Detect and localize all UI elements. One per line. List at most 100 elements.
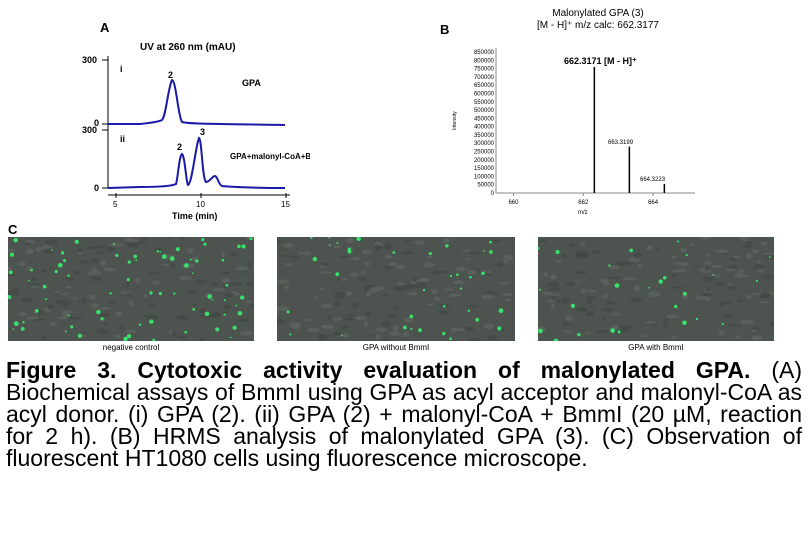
cell-texture — [135, 278, 141, 284]
ytick-label: 100000 — [474, 174, 495, 180]
ytick-label: 750000 — [474, 67, 495, 73]
cell-texture — [307, 327, 320, 333]
trace-i-label: GPA — [242, 78, 261, 88]
fluorescent-cell — [442, 304, 446, 308]
cell-texture — [212, 287, 225, 292]
cell-texture — [585, 311, 595, 317]
cell-texture — [98, 313, 111, 318]
fluorescent-cell — [428, 251, 432, 256]
cell-texture — [90, 302, 101, 308]
ytick-label: 400000 — [474, 125, 495, 131]
cell-texture — [125, 282, 130, 287]
fluorescent-cell — [335, 272, 340, 277]
panel-c-letter: C — [8, 222, 18, 237]
cell-texture — [606, 301, 616, 305]
trace-i-peak-label: 2 — [168, 70, 173, 80]
cell-texture — [547, 287, 562, 292]
fluorescent-cell — [241, 244, 246, 249]
ytick-label: 450000 — [474, 116, 495, 122]
cell-texture — [18, 312, 28, 317]
cell-texture — [402, 332, 410, 338]
fluorescent-cell — [27, 279, 30, 282]
fluorescent-cell — [169, 256, 175, 261]
cell-texture — [148, 271, 159, 275]
fluorescent-cell — [195, 259, 199, 263]
cell-texture — [738, 299, 744, 303]
fluorescent-cell — [57, 262, 63, 268]
fluorescent-cell — [249, 237, 253, 241]
fluorescent-cell — [232, 325, 237, 330]
cell-texture — [187, 248, 195, 254]
cell-texture — [225, 292, 235, 298]
fluorescent-cell — [577, 332, 581, 337]
cell-texture — [466, 269, 479, 275]
trace-ii-peak-2-label: 2 — [177, 142, 182, 152]
cell-texture — [717, 249, 729, 254]
cell-texture — [740, 319, 754, 325]
cell-texture — [361, 270, 366, 275]
cell-texture — [186, 289, 196, 295]
ytick-label: 50000 — [477, 183, 494, 189]
fluorescent-cell — [152, 338, 156, 341]
cell-texture — [350, 257, 360, 261]
cell-texture — [238, 318, 253, 322]
fluorescent-cell — [13, 237, 18, 243]
cell-texture — [41, 335, 47, 341]
cell-texture — [754, 264, 764, 270]
cell-texture — [292, 324, 300, 330]
fluorescent-cell — [70, 325, 74, 329]
cell-texture — [630, 297, 643, 303]
cell-texture — [247, 261, 253, 268]
cell-texture — [437, 271, 451, 274]
ytick-label: 600000 — [474, 91, 495, 97]
cell-texture — [467, 304, 479, 308]
cell-texture — [550, 273, 557, 280]
fluorescent-cell — [183, 263, 189, 268]
cell-texture — [53, 290, 61, 293]
cell-texture — [285, 262, 292, 266]
fluorescent-cell — [192, 272, 194, 275]
cell-texture — [579, 241, 586, 246]
cell-texture — [555, 299, 561, 303]
fluorescent-cell — [685, 253, 688, 257]
fluorescent-cell — [328, 244, 331, 247]
cell-texture — [223, 304, 231, 310]
cell-texture — [147, 304, 157, 307]
cell-texture — [124, 237, 135, 243]
cell-texture — [43, 237, 54, 239]
fluorescent-cell — [422, 288, 426, 292]
fluorescent-cell — [237, 244, 241, 249]
cell-texture — [565, 315, 574, 322]
cell-texture — [623, 277, 637, 281]
trace-ii-peak-3-label: 3 — [200, 127, 205, 137]
cell-texture — [404, 239, 410, 242]
cell-texture — [350, 302, 359, 308]
cell-texture — [700, 293, 714, 297]
cell-texture — [72, 297, 77, 300]
cell-texture — [358, 277, 365, 282]
cell-texture — [338, 255, 351, 259]
fluorescent-cell — [211, 298, 214, 301]
cell-texture — [288, 255, 300, 259]
cell-texture — [455, 266, 465, 272]
cell-texture — [231, 252, 238, 257]
fluorescent-cell — [221, 258, 225, 262]
cell-texture — [602, 281, 610, 286]
cell-texture — [57, 316, 69, 320]
cell-texture — [404, 283, 416, 290]
fluorescent-cell — [20, 327, 25, 331]
fluorescent-cell — [677, 240, 680, 243]
cell-texture — [8, 290, 20, 296]
cell-texture — [433, 296, 441, 301]
fluorescent-cell — [553, 338, 559, 341]
fluorescent-cell — [22, 321, 25, 324]
cell-texture — [63, 304, 69, 310]
cell-texture — [195, 279, 207, 285]
ytick-i-top-label: 300 — [82, 55, 97, 65]
cell-texture — [192, 303, 198, 307]
cell-texture — [161, 263, 170, 267]
ytick-label: 0 — [491, 191, 495, 197]
micrograph-negative-control — [8, 237, 254, 341]
fluorescent-cell — [682, 320, 687, 326]
cell-texture — [704, 260, 712, 265]
